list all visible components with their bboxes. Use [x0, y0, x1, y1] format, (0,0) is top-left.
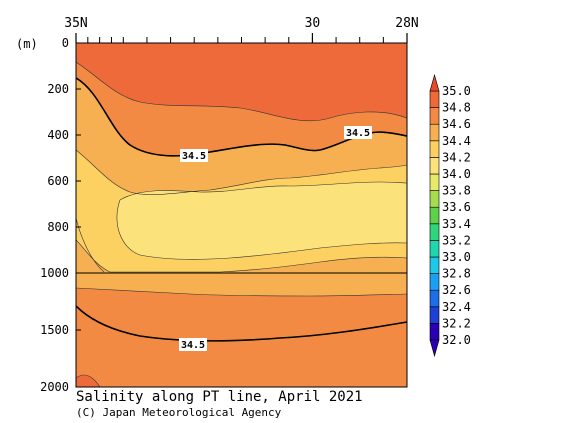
chart-title: Salinity along PT line, April 2021: [76, 389, 363, 405]
y-tick-label-4: 800: [47, 220, 69, 234]
svg-text:34.5: 34.5: [182, 151, 206, 162]
colorbar-label-12: 34.4: [442, 134, 471, 148]
y-tick-label-6: 1500: [40, 323, 69, 337]
salinity-field: [76, 43, 407, 387]
colorbar-segment-13: [429, 107, 440, 125]
colorbar-bottom-arrow: [429, 339, 440, 358]
colorbar-segment-14: [429, 90, 440, 108]
contour-lines: [76, 61, 407, 387]
x-tick-label-2: 28N: [395, 16, 418, 31]
top-minor-ticks: [75, 37, 408, 43]
y-tick-label-1: 200: [47, 82, 69, 96]
contour-label-2: 34.5: [344, 126, 372, 139]
colorbar-label-15: 35.0: [442, 84, 471, 98]
contour-label-1: 34.5: [180, 149, 208, 162]
band-34.4-lower: [76, 273, 407, 296]
colorbar-labels: 32.0 32.2 32.4 32.6 32.8 33.0 33.2 33.4 33.6 33.8…: [442, 84, 471, 347]
colorbar-label-10: 34.0: [442, 167, 471, 181]
x-tick-label-0: 35N: [64, 16, 87, 31]
contour-34.5-lines: [76, 77, 407, 342]
colorbar-label-1: 32.2: [442, 316, 471, 330]
colorbar-segment-12: [429, 123, 440, 142]
band-34.8: [76, 43, 407, 121]
y-tick-label-7: 2000: [40, 380, 69, 394]
colorbar-top-arrow: [429, 73, 440, 92]
colorbar-label-4: 32.8: [442, 267, 471, 281]
colorbar-segment-11: [429, 140, 440, 158]
y-tick-labels: 0 200 400 600 800 1000 1500 2000: [40, 36, 81, 394]
colorbar-label-7: 33.4: [442, 217, 471, 231]
colorbar-label-3: 32.6: [442, 283, 471, 297]
colorbar-label-13: 34.6: [442, 117, 471, 131]
colorbar-label-5: 33.0: [442, 250, 471, 264]
contour-label-3: 34.5: [179, 338, 207, 351]
colorbar-segment-3: [429, 273, 440, 291]
band-34.0-core: [116, 182, 407, 260]
chart-credit: (C) Japan Meteorological Agency: [76, 406, 282, 419]
svg-text:34.5: 34.5: [346, 128, 370, 139]
colorbar-label-11: 34.2: [442, 150, 471, 164]
y-tick-label-3: 600: [47, 174, 69, 188]
colorbar-label-6: 33.2: [442, 233, 471, 247]
x-tick-labels: 35N 30 28N: [64, 16, 419, 43]
y-tick-label-2: 400: [47, 128, 69, 142]
colorbar-segment-2: [429, 289, 440, 308]
band-34.8-bottom: [76, 375, 100, 387]
colorbar-segment-9: [429, 173, 440, 191]
colorbar-segment-0: [429, 323, 440, 341]
colorbar-segment-5: [429, 240, 440, 258]
colorbar-label-14: 34.8: [442, 101, 471, 115]
colorbar-segment-4: [429, 256, 440, 274]
colorbar-label-0: 32.0: [442, 333, 471, 347]
colorbar-label-9: 33.8: [442, 184, 471, 198]
y-tick-label-5: 1000: [40, 266, 69, 280]
colorbar-segment-8: [429, 190, 440, 208]
y-tick-label-0: 0: [62, 36, 69, 50]
colorbar-segment-6: [429, 223, 440, 241]
colorbar: [429, 73, 440, 358]
colorbar-segment-1: [429, 306, 440, 324]
colorbar-segment-7: [429, 206, 440, 225]
x-tick-label-1: 30: [305, 16, 321, 31]
svg-text:34.5: 34.5: [181, 340, 205, 351]
colorbar-label-8: 33.6: [442, 200, 471, 214]
colorbar-label-2: 32.4: [442, 300, 471, 314]
y-axis-label: (m): [16, 37, 38, 51]
colorbar-segment-10: [429, 157, 440, 175]
